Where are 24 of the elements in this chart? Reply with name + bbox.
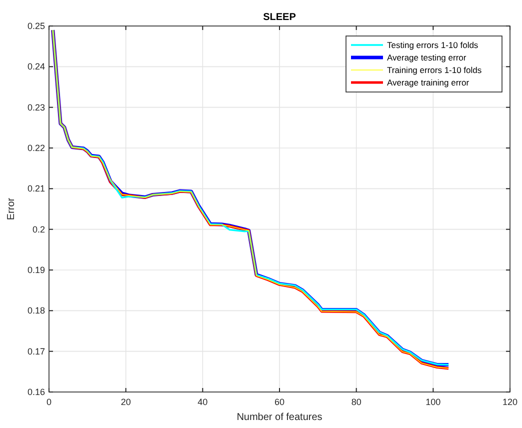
legend-label: Average testing error [387, 52, 466, 62]
x-tick-label: 60 [274, 397, 285, 407]
x-tick-label: 0 [46, 397, 52, 407]
y-tick-label: 0.18 [27, 306, 45, 316]
y-tick-label: 0.16 [27, 387, 45, 397]
y-tick-label: 0.19 [27, 265, 45, 275]
y-tick-label: 0.25 [27, 21, 45, 31]
x-tick-label: 80 [351, 397, 362, 407]
y-tick-label: 0.17 [27, 346, 45, 356]
x-tick-label: 40 [198, 397, 208, 407]
y-tick-label: 0.23 [27, 102, 45, 112]
x-tick-label: 100 [426, 397, 441, 407]
y-tick-label: 0.2 [32, 224, 45, 234]
legend-label: Testing errors 1-10 folds [387, 40, 478, 50]
x-axis-title: Number of features [236, 412, 322, 423]
y-tick-label: 0.21 [27, 184, 45, 194]
chart-title: SLEEP [263, 12, 296, 23]
y-tick-label: 0.22 [27, 143, 45, 153]
x-tick-label: 20 [120, 397, 131, 407]
x-tick-label: 120 [502, 397, 518, 407]
y-axis-title: Error [6, 197, 17, 220]
legend-label: Average training error [387, 78, 470, 88]
y-tick-label: 0.24 [27, 62, 45, 72]
legend-label: Training errors 1-10 folds [387, 65, 482, 75]
